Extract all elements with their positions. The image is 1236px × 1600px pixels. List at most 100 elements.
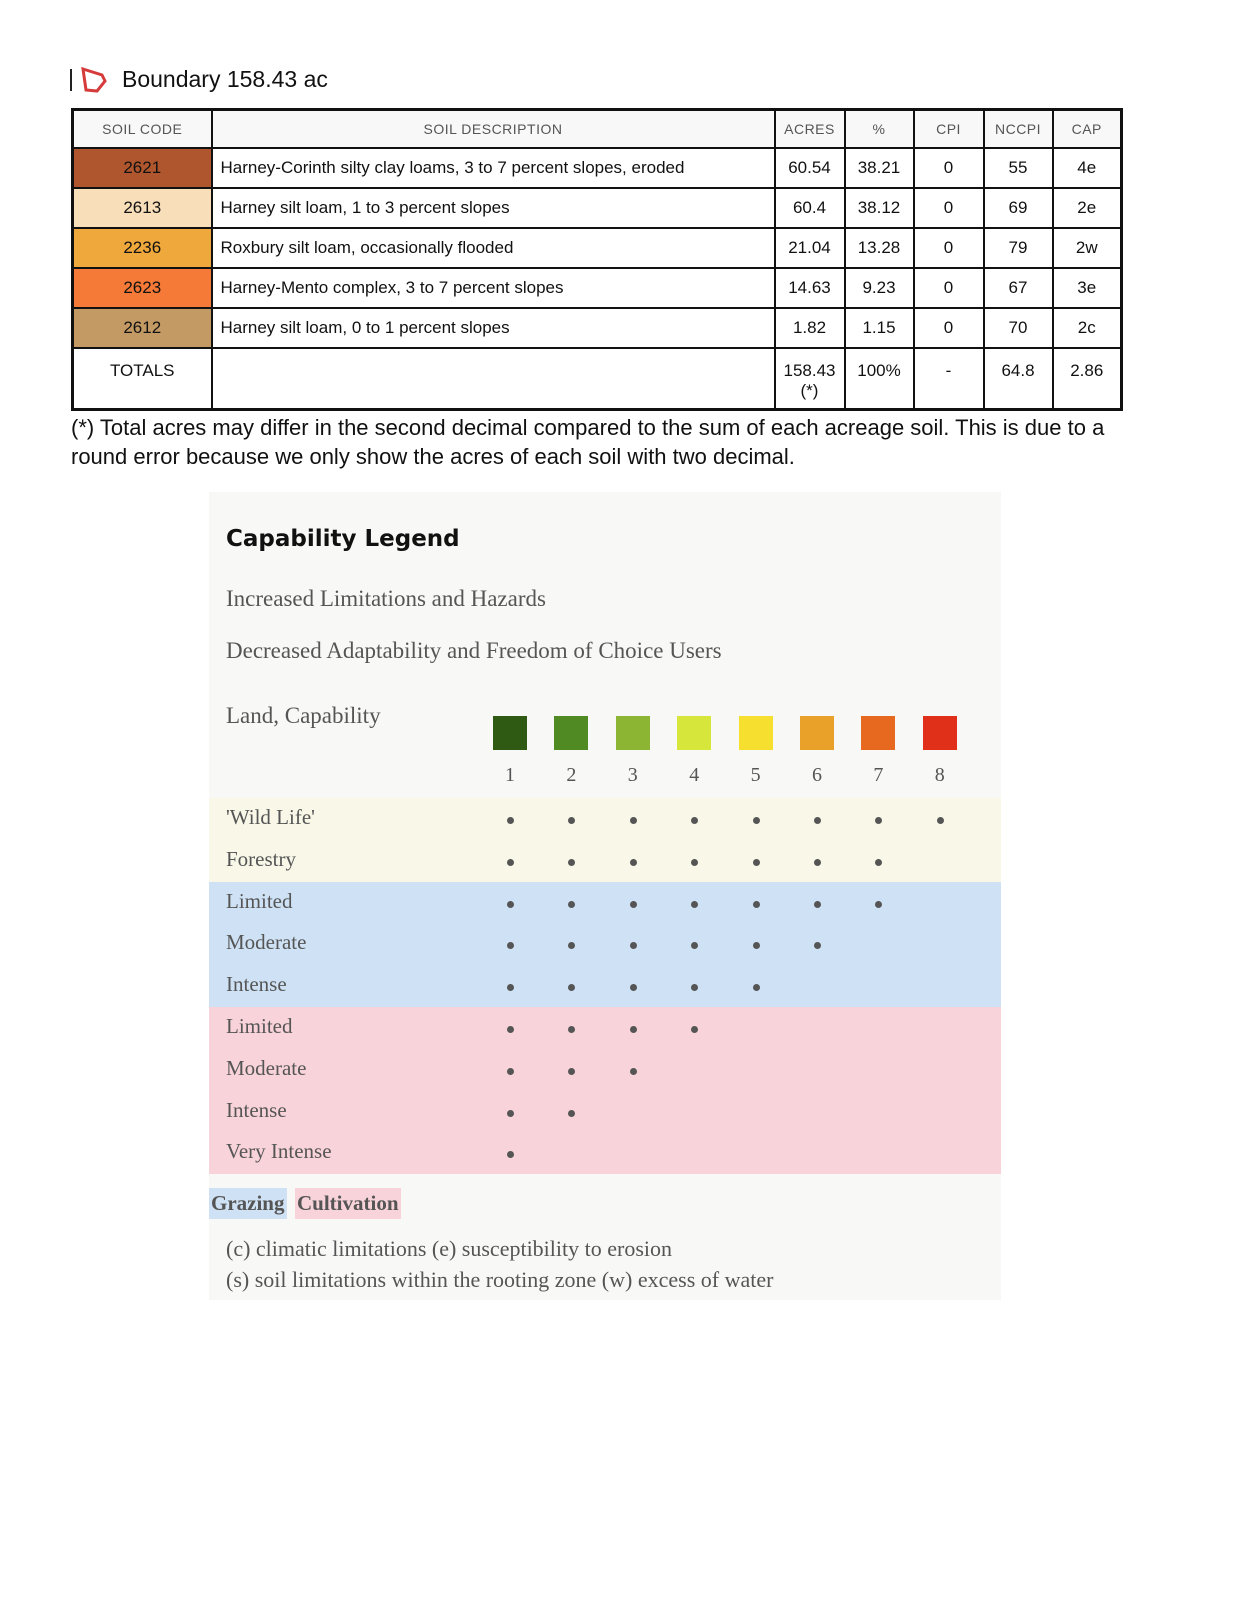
- dot-marker: [814, 942, 821, 950]
- cell-acres: 60.54: [773, 147, 846, 189]
- dot-marker: [568, 1067, 576, 1075]
- legend-line-1: Increased Limitations and Hazards: [226, 586, 546, 611]
- capability-swatch: [493, 716, 527, 750]
- capability-class-number: 3: [627, 764, 638, 786]
- dot-marker: [507, 1151, 514, 1159]
- dot-marker: [752, 817, 760, 824]
- dot-marker: [629, 858, 637, 866]
- column-header: ACRES: [773, 108, 846, 149]
- totals-cap: 2.86: [1051, 347, 1123, 411]
- totals-percent: 100%: [843, 347, 915, 411]
- cell-acres: 14.63: [773, 267, 846, 309]
- cell-cpi: 0: [912, 227, 985, 269]
- divider: [70, 68, 72, 91]
- cell-nccpi: 79: [982, 227, 1054, 269]
- legend-row: Very Intense: [209, 1132, 1001, 1175]
- cell-acres: 21.04: [773, 227, 846, 269]
- dot-marker: [568, 858, 576, 866]
- cell-percent: 9.23: [843, 267, 915, 309]
- dot-marker: [507, 817, 514, 824]
- footnote: (*) Total acres may differ in the second…: [71, 415, 1105, 469]
- capability-class-number: 2: [566, 764, 577, 786]
- capability-swatch: [738, 716, 773, 750]
- capability-class-number: 4: [689, 764, 700, 786]
- legend-row: Limited: [209, 1007, 1001, 1049]
- cell-nccpi: 55: [982, 147, 1054, 189]
- cultivation-key: Cultivation: [295, 1188, 401, 1219]
- legend-row: Intense: [209, 965, 1001, 1008]
- cell-description: Roxbury silt loam, occasionally flooded: [210, 227, 776, 269]
- legend-row: Moderate: [209, 923, 1001, 966]
- cell-acres: 60.4: [773, 187, 846, 229]
- dot-marker: [629, 900, 637, 908]
- capability-swatch: [677, 716, 712, 750]
- row-label: Very Intense: [226, 1139, 332, 1164]
- key-line-2: (s) soil limitations within the rooting …: [226, 1267, 774, 1292]
- table-row: 2612 Harney silt loam, 0 to 1 percent slo…: [71, 307, 1123, 349]
- cell-percent: 38.21: [843, 147, 915, 189]
- totals-label: TOTALS: [71, 347, 213, 411]
- cell-nccpi: 69: [982, 187, 1054, 229]
- soil-table: SOIL CODE SOIL DESCRIPTION ACRES% CPI NCCPI C…: [71, 108, 1123, 411]
- dot-marker: [507, 900, 514, 908]
- cell-nccpi: 67: [982, 267, 1054, 309]
- capability-swatch: [922, 716, 957, 750]
- dot-marker: [568, 900, 576, 908]
- dot-marker: [691, 1026, 699, 1033]
- cell-code: 2612: [71, 307, 213, 349]
- dot-marker: [691, 942, 699, 950]
- cell-code: 2236: [71, 227, 213, 269]
- dot-marker: [691, 817, 699, 824]
- capability-class-number: 7: [873, 764, 884, 786]
- table-row: 2613 Harney silt loam, 1 to 3 percent slo…: [71, 187, 1123, 229]
- dot-marker: [568, 1109, 576, 1117]
- cell-acres: 1.82: [773, 307, 846, 349]
- dot-marker: [752, 900, 760, 908]
- dot-marker: [814, 900, 821, 908]
- dot-marker: [629, 984, 637, 992]
- dot-marker: [691, 900, 699, 908]
- row-label: Moderate: [226, 1055, 307, 1080]
- dot-marker: [814, 858, 821, 866]
- dot-marker: [568, 942, 576, 950]
- capability-class-number: 6: [812, 764, 822, 786]
- cell-percent: 13.28: [843, 227, 915, 269]
- dot-marker: [875, 858, 883, 866]
- capability-swatch: [554, 716, 589, 750]
- totals-description: [210, 347, 776, 411]
- cell-cpi: 0: [912, 307, 985, 349]
- legend-row: Forestry: [209, 839, 1001, 882]
- table-row: 2621 Harney-Corinth silty clay loams, 3 t…: [71, 147, 1123, 189]
- capability-swatch: [861, 716, 896, 750]
- dot-marker: [507, 1026, 514, 1033]
- dot-marker: [629, 1026, 637, 1033]
- legend-row: Intense: [209, 1090, 1001, 1133]
- cell-nccpi: 70: [982, 307, 1054, 349]
- column-header: SOIL DESCRIPTION: [210, 108, 776, 149]
- dot-marker: [752, 942, 760, 950]
- row-label: Limited: [226, 1014, 293, 1038]
- cell-cap: 2w: [1051, 227, 1123, 269]
- dot-marker: [875, 900, 883, 908]
- cell-description: Harney silt loam, 1 to 3 percent slopes: [210, 187, 776, 229]
- cell-cap: 2c: [1051, 307, 1123, 349]
- dot-marker: [629, 817, 637, 824]
- row-label: Limited: [226, 888, 293, 913]
- cell-percent: 1.15: [843, 307, 915, 349]
- dot-marker: [568, 984, 576, 992]
- column-header: %: [843, 108, 915, 149]
- totals-acres: 158.43(*): [773, 347, 846, 411]
- column-header: CPI: [912, 108, 985, 149]
- totals-nccpi: 64.8: [982, 347, 1054, 411]
- row-label: Moderate: [226, 930, 307, 955]
- capability-legend: Capability Legend Increased Limitations …: [209, 492, 1001, 1300]
- totals-cpi: -: [912, 347, 985, 411]
- capability-class-number: 8: [934, 764, 945, 786]
- row-label: 'Wild Life': [226, 805, 315, 829]
- row-label: Intense: [226, 972, 287, 997]
- cell-cap: 3e: [1051, 267, 1123, 309]
- column-header: CAP: [1051, 108, 1123, 149]
- dot-marker: [691, 984, 699, 992]
- capability-class-number: 1: [505, 764, 515, 786]
- dot-marker: [752, 858, 760, 866]
